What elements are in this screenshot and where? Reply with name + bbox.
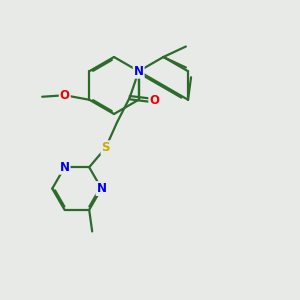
- Text: O: O: [149, 94, 159, 107]
- Text: N: N: [97, 182, 106, 195]
- Text: N: N: [134, 65, 144, 78]
- Text: N: N: [60, 161, 70, 174]
- Text: O: O: [60, 89, 70, 102]
- Text: S: S: [101, 141, 110, 154]
